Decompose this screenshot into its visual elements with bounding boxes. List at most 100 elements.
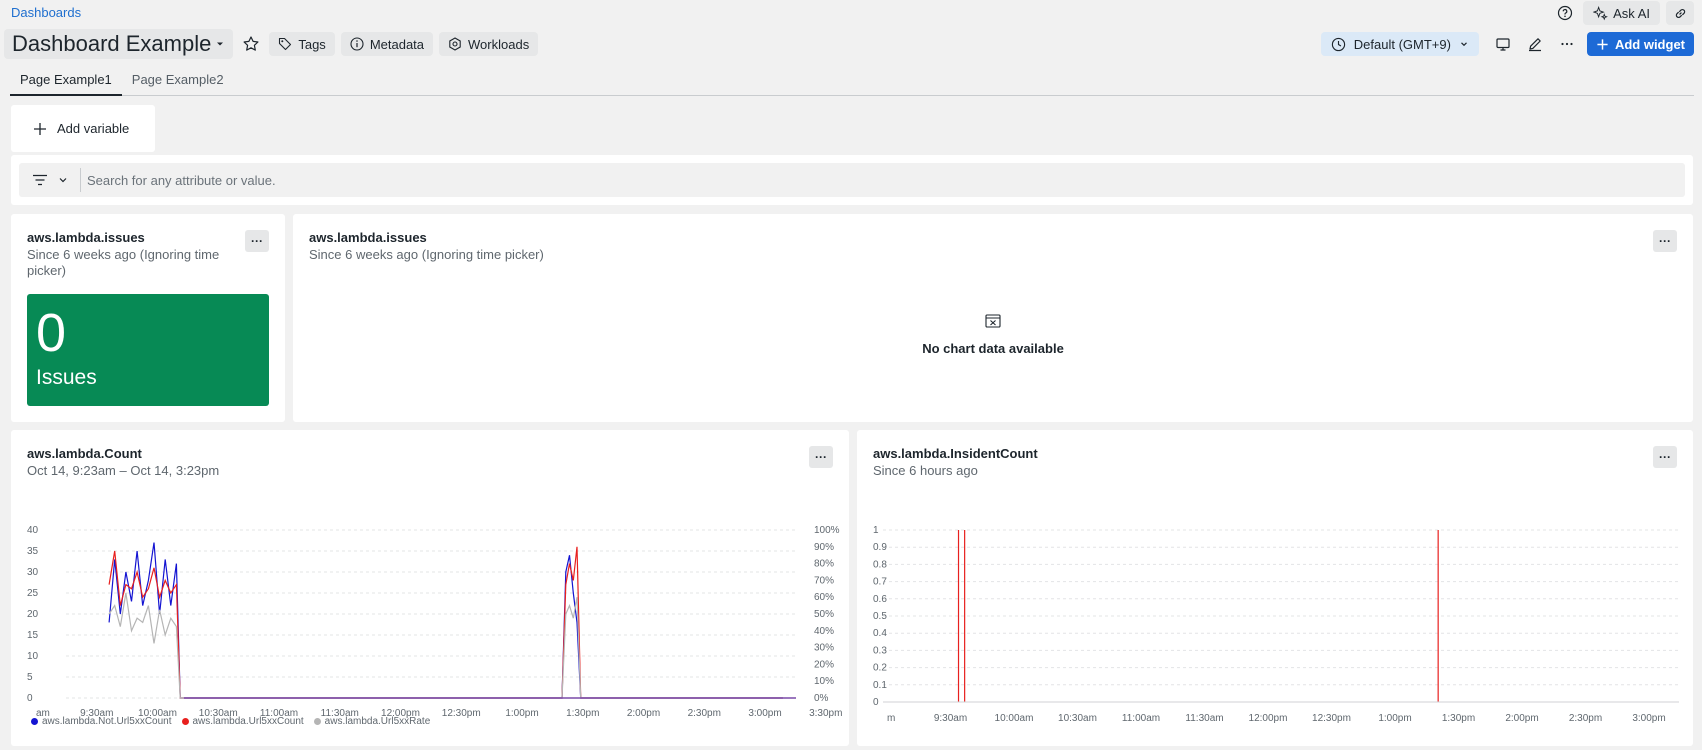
title-row: Dashboard Example Tags Metadata Workload… bbox=[4, 28, 1694, 60]
favorite-button[interactable] bbox=[239, 32, 263, 56]
timezone-label: Default (GMT+9) bbox=[1353, 36, 1451, 52]
billboard-tile: 0 Issues bbox=[27, 294, 269, 406]
widget-menu-button[interactable]: ··· bbox=[1653, 230, 1677, 252]
widget-subtitle: Since 6 weeks ago (Ignoring time picker) bbox=[27, 247, 220, 278]
x-tick-label: am bbox=[36, 708, 50, 719]
y2-tick-label: 20% bbox=[814, 659, 834, 670]
workloads-icon bbox=[449, 37, 461, 51]
tv-mode-button[interactable] bbox=[1489, 32, 1517, 56]
clock-icon bbox=[1331, 37, 1345, 51]
legend-item[interactable]: aws.lambda.Not.Url5xxCount bbox=[31, 716, 172, 727]
y-tick-label: 35 bbox=[27, 546, 39, 557]
chevron-down-icon bbox=[59, 178, 66, 183]
metadata-label: Metadata bbox=[369, 36, 425, 52]
help-icon[interactable] bbox=[1553, 2, 1577, 24]
widget-menu-button[interactable]: ··· bbox=[809, 446, 833, 468]
y2-tick-label: 0% bbox=[814, 693, 829, 704]
edit-button[interactable] bbox=[1521, 32, 1549, 56]
pencil-icon bbox=[1528, 38, 1541, 52]
legend-dot bbox=[181, 718, 189, 725]
y2-tick-label: 10% bbox=[814, 676, 834, 687]
y-tick-label: 0.3 bbox=[873, 645, 887, 656]
billboard-label: Issues bbox=[36, 366, 97, 389]
x-tick-label: 2:00pm bbox=[627, 708, 660, 719]
top-toolbar: Ask AI bbox=[1553, 1, 1694, 25]
y-tick-label: 10 bbox=[27, 651, 39, 662]
filter-bar bbox=[11, 155, 1693, 205]
widget-issues-billboard: aws.lambda.issues Since 6 weeks ago (Ign… bbox=[11, 214, 285, 422]
y2-tick-label: 50% bbox=[814, 609, 834, 620]
y-tick-label: 0.7 bbox=[873, 577, 887, 588]
y-tick-label: 40 bbox=[27, 525, 39, 536]
widget-incident-count: aws.lambda.InsidentCount Since 6 hours a… bbox=[857, 430, 1693, 746]
filter-operator-dropdown[interactable] bbox=[19, 168, 81, 192]
y-tick-label: 1 bbox=[873, 525, 879, 536]
x-tick-label: 12:00pm bbox=[1249, 713, 1288, 724]
sparkle-icon bbox=[1593, 5, 1609, 20]
widget-subtitle: Oct 14, 9:23am – Oct 14, 3:23pm bbox=[27, 463, 220, 478]
tags-button[interactable]: Tags bbox=[269, 32, 335, 56]
widget-issues-nodata: aws.lambda.issues Since 6 weeks ago (Ign… bbox=[293, 214, 1693, 422]
no-data-text: No chart data available bbox=[922, 341, 1064, 356]
widget-menu-button[interactable]: ··· bbox=[245, 230, 269, 252]
more-actions-button[interactable] bbox=[1553, 32, 1581, 56]
x-tick-label: 1:00pm bbox=[505, 708, 538, 719]
x-tick-label: 2:00pm bbox=[1505, 713, 1538, 724]
widget-subtitle: Since 6 weeks ago (Ignoring time picker) bbox=[309, 247, 544, 262]
workloads-button[interactable]: Workloads bbox=[439, 32, 539, 56]
x-tick-label: 3:00pm bbox=[748, 708, 781, 719]
ellipsis-icon bbox=[1561, 42, 1573, 46]
tag-icon bbox=[279, 37, 292, 51]
legend-label: aws.lambda.Url5xxCount bbox=[192, 716, 304, 727]
x-tick-label: 1:30pm bbox=[1442, 713, 1475, 724]
widget-lambda-count: aws.lambda.Count Oct 14, 9:23am – Oct 14… bbox=[11, 430, 849, 746]
count-line-chart: 0 5 10 15 20 25 30 35 40 0% 10% 20% 30% 40% 50% 60% 70% 8… bbox=[27, 525, 842, 719]
plus-icon bbox=[1597, 38, 1608, 50]
y-tick-label: 0.8 bbox=[873, 559, 887, 570]
y-tick-label: 0.5 bbox=[873, 611, 887, 622]
x-tick-label: 12:30pm bbox=[1312, 713, 1351, 724]
dashboard-title: Dashboard Example bbox=[12, 31, 212, 56]
page-tabs: Page Example1 Page Example2 bbox=[10, 68, 1694, 96]
link-icon bbox=[1675, 8, 1685, 18]
widget-title: aws.lambda.issues bbox=[27, 230, 145, 245]
legend-label: aws.lambda.Not.Url5xxCount bbox=[42, 716, 172, 727]
metadata-button[interactable]: Metadata bbox=[340, 32, 434, 56]
filter-inner bbox=[19, 163, 1685, 197]
y-tick-label: 0.4 bbox=[873, 628, 887, 639]
copy-link-button[interactable] bbox=[1666, 1, 1694, 25]
tab-page-example1[interactable]: Page Example1 bbox=[10, 68, 122, 96]
widget-menu-button[interactable]: ··· bbox=[1653, 446, 1677, 468]
legend-dot bbox=[31, 718, 38, 725]
legend-item[interactable]: aws.lambda.Url5xxCount bbox=[181, 716, 304, 727]
filter-search-input[interactable] bbox=[81, 165, 1581, 195]
ask-ai-button[interactable]: Ask AI bbox=[1583, 1, 1660, 25]
y-tick-label: 0 bbox=[27, 693, 33, 704]
tab-page-example2[interactable]: Page Example2 bbox=[131, 72, 224, 87]
timezone-picker[interactable]: Default (GMT+9) bbox=[1320, 32, 1479, 56]
breadcrumb[interactable]: Dashboards bbox=[11, 5, 82, 20]
x-tick-label: 9:30am bbox=[934, 713, 967, 724]
x-tick-label: 10:30am bbox=[199, 708, 238, 719]
y2-tick-label: 60% bbox=[814, 592, 834, 603]
x-tick-label: 1:30pm bbox=[566, 708, 599, 719]
y-tick-label: 25 bbox=[27, 588, 39, 599]
add-widget-button[interactable]: Add widget bbox=[1586, 32, 1694, 56]
x-tick-label: 12:00pm bbox=[381, 708, 420, 719]
x-tick-label: 12:30pm bbox=[442, 708, 481, 719]
legend-item[interactable]: aws.lambda.Url5xxRate bbox=[313, 716, 430, 727]
dashboard-title-dropdown[interactable]: Dashboard Example bbox=[4, 29, 234, 59]
y2-tick-label: 70% bbox=[814, 575, 834, 586]
widget-title: aws.lambda.Count bbox=[27, 446, 142, 461]
y2-tick-label: 30% bbox=[814, 643, 834, 654]
add-variable-button[interactable]: Add variable bbox=[11, 105, 155, 152]
x-tick-label: 10:30am bbox=[1058, 713, 1097, 724]
y2-tick-label: 90% bbox=[814, 542, 834, 553]
series-line bbox=[108, 546, 783, 699]
no-chart-icon bbox=[985, 314, 1001, 328]
caret-down-icon bbox=[217, 42, 224, 46]
add-widget-label: Add widget bbox=[1614, 36, 1685, 52]
filter-icon bbox=[32, 174, 47, 186]
x-tick-label: 10:00am bbox=[995, 713, 1034, 724]
x-tick-label: 3:00pm bbox=[1632, 713, 1665, 724]
